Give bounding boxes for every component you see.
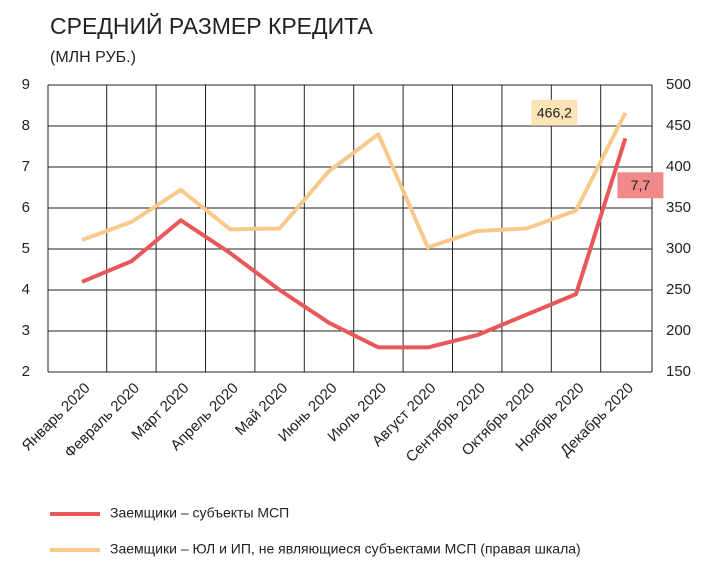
y-tick-label: 9: [22, 76, 30, 93]
y2-tick-label: 400: [666, 158, 691, 175]
y-tick-label: 6: [22, 199, 30, 216]
y-tick-label: 4: [22, 281, 30, 298]
y-tick-label: 5: [22, 240, 30, 257]
series-line: [81, 137, 628, 350]
chart-title: СРЕДНИЙ РАЗМЕР КРЕДИТА: [50, 12, 373, 39]
chart-subtitle: (МЛН РУБ.): [50, 49, 136, 66]
y-tick-label: 3: [22, 322, 30, 339]
value-label-box: [617, 172, 664, 199]
y-tick-label: 7: [22, 158, 30, 175]
legend-label: Заемщики – субъекты МСП: [110, 505, 289, 521]
y2-tick-label: 300: [666, 240, 691, 257]
value-label-box: [531, 99, 578, 126]
y2-tick-label: 500: [666, 76, 691, 93]
value-label: 7,7: [631, 177, 651, 193]
y2-tick-label: 250: [666, 281, 691, 298]
value-label: 466,2: [537, 104, 572, 120]
y2-tick-label: 350: [666, 199, 691, 216]
legend-label: Заемщики – ЮЛ и ИП, не являющиеся субъек…: [110, 541, 581, 557]
y2-tick-label: 200: [666, 322, 691, 339]
y-tick-label: 2: [22, 363, 30, 380]
y2-tick-label: 450: [666, 117, 691, 134]
series-line: [81, 111, 628, 250]
y2-tick-label: 150: [666, 363, 691, 380]
y-tick-label: 8: [22, 117, 30, 134]
